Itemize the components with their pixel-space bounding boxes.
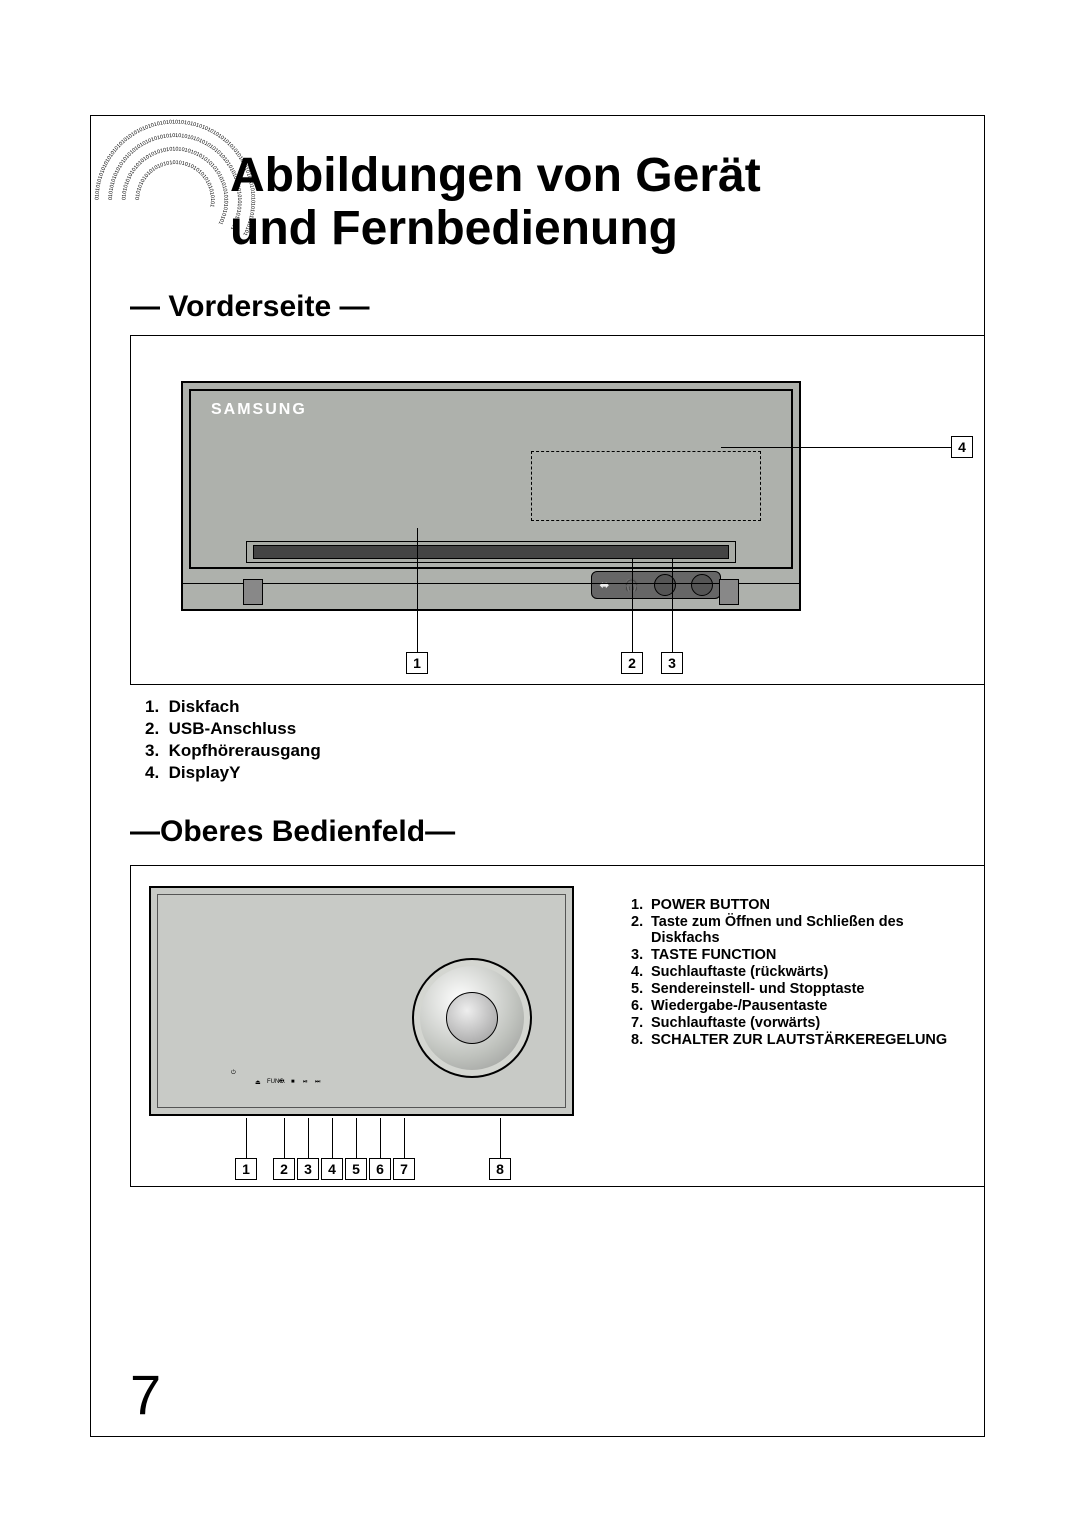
callout-lead [632, 558, 633, 652]
legend-label: USB-Anschluss [169, 719, 297, 738]
foot-right [719, 579, 739, 605]
section-heading-top: —Oberes Bedienfeld— [130, 815, 455, 849]
title-line-1: Abbildungen von Gerät [230, 149, 761, 202]
legend-row: 5.Sendereinstell- und Stopptaste [631, 981, 971, 997]
callout-lead [672, 558, 673, 652]
eject-icon: ⏏ [255, 1079, 261, 1086]
legend-row: 7.Suchlauftaste (vorwärts) [631, 1015, 971, 1031]
callout-lead [417, 528, 418, 652]
legend-num: 3. [145, 741, 159, 760]
legend-row: 2. USB-Anschluss [145, 719, 321, 739]
power-icon: ⏻ [231, 1070, 236, 1077]
top-callout-5: 5 [345, 1158, 367, 1180]
callout-number-2: 2 [621, 652, 643, 674]
callout-number-3: 3 [661, 652, 683, 674]
front-legend: 1. Diskfach 2. USB-Anschluss 3. Kopfhöre… [145, 695, 321, 785]
legend-row: 2.Taste zum Öffnen und Schließen des Dis… [631, 914, 971, 946]
stop-icon: ■ [291, 1079, 295, 1085]
page-title: Abbildungen von Gerät und Fernbedienung [230, 150, 761, 256]
legend-num: 7. [631, 1015, 651, 1031]
play-icon: ⏯ [303, 1079, 308, 1086]
title-line-2: und Fernbedienung [230, 202, 678, 255]
front-view-figure: SAMSUNG ⬌ 🎧 [130, 335, 985, 685]
top-callout-2: 2 [273, 1158, 295, 1180]
legend-num: 2. [145, 719, 159, 738]
top-callout-1: 1 [235, 1158, 257, 1180]
legend-label: Wiedergabe-/Pausentaste [651, 998, 971, 1014]
legend-num: 1. [145, 697, 159, 716]
display-area [531, 451, 761, 521]
top-button-row: ⏻ ⏏ FUNC. ⏮ ■ ⏯ ⏭ [231, 1080, 315, 1098]
callout-lead [356, 1118, 357, 1158]
legend-num: 5. [631, 981, 651, 997]
svg-text:010101010101010101010101010101: 0101010101010101010101010101010101010101 [135, 160, 215, 208]
legend-row: 3. Kopfhörerausgang [145, 741, 321, 761]
device-front-face: SAMSUNG ⬌ 🎧 [189, 389, 793, 569]
device-top-drawing: ⏻ ⏏ FUNC. ⏮ ■ ⏯ ⏭ [149, 886, 574, 1116]
legend-num: 3. [631, 947, 651, 963]
callout-number-4: 4 [951, 436, 973, 458]
top-callout-3: 3 [297, 1158, 319, 1180]
legend-label: Diskfach [169, 697, 240, 716]
callout-number-1: 1 [406, 652, 428, 674]
next-icon: ⏭ [315, 1079, 320, 1086]
legend-row: 3.TASTE FUNCTION [631, 947, 971, 963]
legend-row: 4. DisplayY [145, 763, 321, 783]
callout-lead [308, 1118, 309, 1158]
top-callout-4: 4 [321, 1158, 343, 1180]
device-front-drawing: SAMSUNG ⬌ 🎧 [181, 366, 801, 626]
callout-lead [500, 1118, 501, 1158]
legend-num: 2. [631, 914, 651, 946]
volume-dial [412, 958, 532, 1078]
legend-row: 1. Diskfach [145, 697, 321, 717]
foot-left [243, 579, 263, 605]
prev-icon: ⏮ [279, 1079, 284, 1086]
section-heading-front: — Vorderseite — [130, 290, 370, 324]
top-legend: 1.POWER BUTTON 2.Taste zum Öffnen und Sc… [631, 896, 971, 1049]
page-number: 7 [130, 1362, 161, 1427]
top-callout-strip: 1 2 3 4 5 6 7 8 [149, 1118, 574, 1188]
legend-label: TASTE FUNCTION [651, 947, 971, 963]
legend-label: POWER BUTTON [651, 897, 971, 913]
callout-lead [404, 1118, 405, 1158]
device-body: SAMSUNG ⬌ 🎧 [181, 381, 801, 611]
legend-label: Suchlauftaste (rückwärts) [651, 964, 971, 980]
legend-num: 4. [145, 763, 159, 782]
callout-lead [332, 1118, 333, 1158]
legend-label: SCHALTER ZUR LAUTSTÄRKEREGELUNG [651, 1032, 971, 1048]
manual-page: 0101010101010101010101010101010101010101… [0, 0, 1080, 1527]
callout-lead [380, 1118, 381, 1158]
callout-lead [721, 447, 951, 448]
brand-logo: SAMSUNG [211, 401, 307, 419]
legend-num: 4. [631, 964, 651, 980]
legend-num: 1. [631, 897, 651, 913]
legend-label: Suchlauftaste (vorwärts) [651, 1015, 971, 1031]
device-feet [183, 569, 799, 609]
callout-lead [246, 1118, 247, 1158]
callout-lead [284, 1118, 285, 1158]
legend-row: 4.Suchlauftaste (rückwärts) [631, 964, 971, 980]
legend-row: 1.POWER BUTTON [631, 897, 971, 913]
legend-label: DisplayY [169, 763, 241, 782]
legend-label: Sendereinstell- und Stopptaste [651, 981, 971, 997]
legend-row: 6.Wiedergabe-/Pausentaste [631, 998, 971, 1014]
legend-row: 8.SCHALTER ZUR LAUTSTÄRKEREGELUNG [631, 1032, 971, 1048]
legend-num: 6. [631, 998, 651, 1014]
top-callout-8: 8 [489, 1158, 511, 1180]
top-btn-1: ⏻ [231, 1080, 243, 1098]
disc-slot [246, 541, 736, 563]
top-callout-6: 6 [369, 1158, 391, 1180]
legend-num: 8. [631, 1032, 651, 1048]
legend-label: Taste zum Öffnen und Schließen des Diskf… [651, 914, 971, 946]
legend-label: Kopfhörerausgang [169, 741, 321, 760]
top-panel-figure: ⏻ ⏏ FUNC. ⏮ ■ ⏯ ⏭ 1 2 3 4 5 6 7 [130, 865, 985, 1187]
top-callout-7: 7 [393, 1158, 415, 1180]
